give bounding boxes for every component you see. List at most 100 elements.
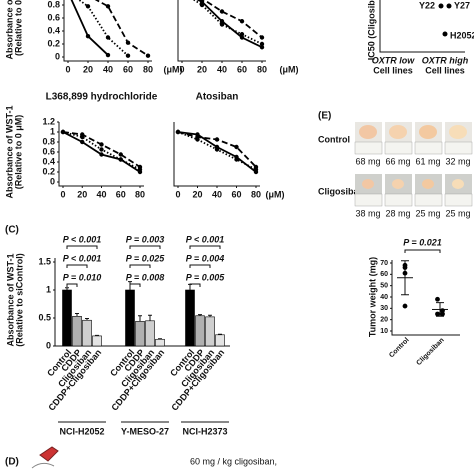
bracket [189,283,201,287]
row-label: Cligosiban [318,186,364,196]
y-tick-label: 0.5 [38,312,51,322]
x-tick-label: 20 [83,64,93,74]
x-tick-label: 0 [179,64,184,74]
error-bar [218,333,222,335]
chart-title: Atosiban [196,92,239,103]
bracket [189,245,221,249]
x-tick-label: 40 [212,189,222,199]
mass-label: 32 mg [445,156,470,166]
tumor-photos: Control 68 mg 66 mg 61 mg 32 mg Cligosiban 38 … [318,122,473,218]
x-tick-label: OXTR low [372,55,415,65]
x-axis-label: (μM) [164,64,183,74]
error-bar [75,313,79,317]
y-axis-label: Tumor weight (mg) [367,257,377,337]
error-bar [95,334,99,336]
p-value: P = 0.008 [126,272,164,282]
x-tick-label: Control [388,337,411,360]
tumor [452,179,464,189]
point [125,53,131,58]
y-axis-label: Absorbance of WST-1 [4,105,14,198]
bar [62,289,72,347]
point [402,270,408,276]
error-bar [148,314,152,321]
y-tick-label: 0.4 [47,25,60,35]
bar [125,289,135,347]
x-tick-label: 40 [103,64,113,74]
point [253,164,259,170]
series-line [62,131,141,173]
x-tick-label: 60 [231,189,241,199]
y-tick-label: 60 [380,271,388,278]
x-tick-label: 80 [135,189,145,199]
mass-label: 25 mg [415,208,440,218]
point [440,311,445,317]
y-axis-label: IC50 (Cligosiban [366,0,376,60]
error-bar [138,315,142,322]
y-tick-label: 50 [380,283,388,290]
mouse-icon [31,446,59,469]
point-label: H2052 [450,30,474,40]
group-label: Y-MESO-27 [121,426,169,436]
y-tick-label: 1 [46,284,51,294]
series-line [77,0,129,57]
bar [92,335,102,347]
y-axis-label: (Relative to 0 [13,0,23,56]
y-tick-label: 0.4 [42,156,55,166]
x-tick-label: OXTR high [422,55,469,65]
tumor [422,179,434,189]
tumor [389,125,407,139]
p-value: P = 0.021 [403,237,441,247]
p-value: P = 0.025 [126,253,165,263]
point [200,0,204,1]
p-value: P = 0.010 [63,272,101,282]
bracket [129,264,151,268]
point [442,31,448,37]
error-bar [65,287,69,290]
point [402,265,408,270]
axes [63,0,152,62]
x-tick-label: 60 [123,64,133,74]
y-axis-label: Absorbance of [4,0,14,60]
y-tick-label: 0 [55,51,60,61]
x-tick-label: 20 [77,189,87,199]
axes [173,122,260,187]
mass-label: 66 mg [385,156,410,166]
p-value: P < 0.001 [63,253,101,263]
ruler [444,193,473,207]
mass-label: 25 mg [445,208,470,218]
ruler [384,141,413,155]
y-tick-label: 10 [380,328,388,335]
bracket [66,264,88,268]
point [440,308,445,313]
p-value: P < 0.001 [63,234,101,244]
x-tick-label: Cligosiban [415,337,445,367]
bracket [404,249,441,253]
y-tick-label: 0.6 [42,146,55,156]
tumor [392,179,404,189]
y-tick-label: 0 [50,176,55,186]
p-value: P < 0.001 [186,234,224,244]
error-bar [158,338,162,340]
error-bar [208,314,212,317]
y-tick-label: 0 [46,340,51,350]
x-tick-label: 40 [96,189,106,199]
series-line [196,0,263,49]
mass-label: 61 mg [415,156,440,166]
tumor [362,179,374,189]
x-axis-label: (μM) [280,64,299,74]
x-tick-label: 40 [217,64,227,74]
error-bar [85,318,89,321]
y-tick-label: 0.2 [47,38,60,48]
ruler [444,141,473,155]
series-line [62,131,141,171]
ruler [384,193,413,207]
y-tick-label: 0.8 [47,0,60,9]
x-tick-label: 0 [60,189,65,199]
bracket [66,245,98,249]
series-line [177,131,257,171]
y-tick-label: 30 [380,305,388,312]
bracket [129,245,161,249]
ruler [354,193,383,207]
x-tick-label: 0 [65,64,70,74]
